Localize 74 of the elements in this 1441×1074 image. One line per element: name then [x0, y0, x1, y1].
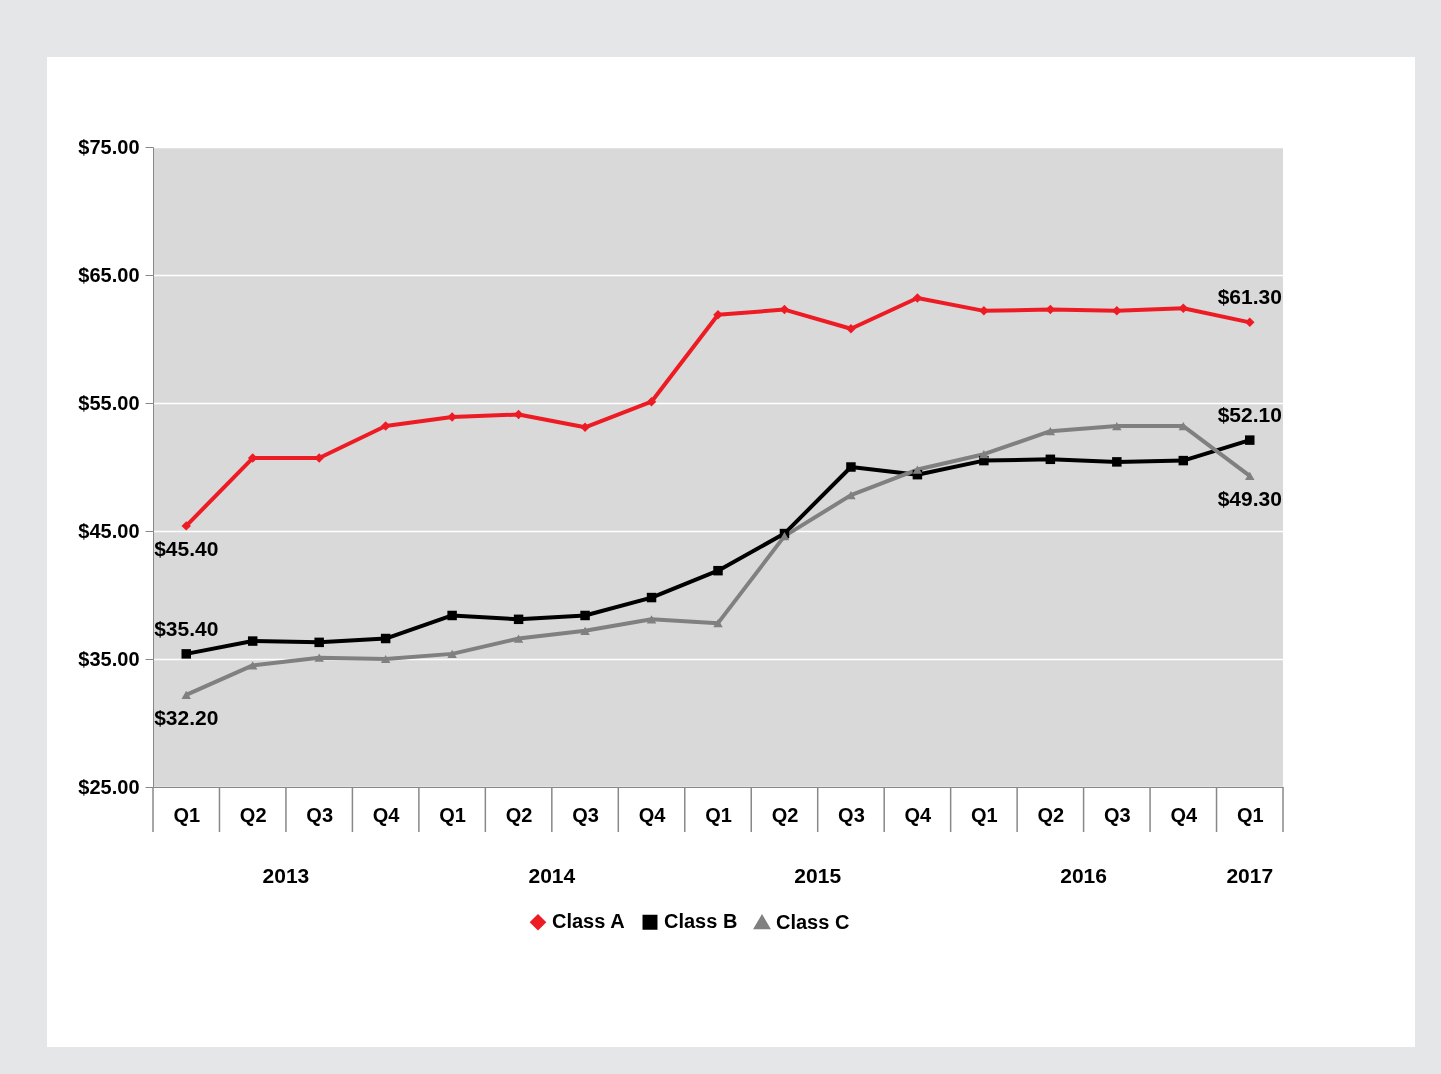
point — [846, 462, 856, 472]
x-tick-label: Q3 — [572, 803, 599, 826]
data-label: $49.30 — [1217, 486, 1282, 510]
x-tick-label: Q1 — [1236, 803, 1264, 826]
point — [314, 637, 324, 648]
x-tick-label: Q4 — [638, 803, 667, 826]
x-tick-label: Q2 — [1037, 803, 1065, 826]
point — [580, 626, 590, 635]
x-tick-label: Q3 — [1103, 803, 1131, 826]
x-tick-label: Q1 — [173, 803, 201, 826]
y-tick-label: $55.00 — [78, 391, 140, 414]
point — [1045, 427, 1056, 436]
text: 2015 — [794, 864, 842, 887]
point — [580, 610, 590, 621]
point — [846, 324, 856, 334]
data-label: $61.30 — [1217, 285, 1282, 309]
point — [513, 614, 524, 625]
legend-label: Class A — [552, 910, 625, 933]
x-tick-label: Q4 — [904, 803, 933, 826]
x-tick-label: Q1 — [439, 803, 466, 826]
point — [380, 421, 391, 431]
point — [580, 422, 590, 433]
point — [1245, 435, 1255, 445]
point — [779, 532, 790, 541]
data-label: $52.10 — [1217, 403, 1282, 427]
point — [380, 633, 391, 644]
point — [447, 649, 457, 658]
point — [646, 592, 657, 603]
point — [447, 610, 457, 621]
point — [314, 653, 324, 662]
legend-label: Class C — [776, 910, 850, 933]
text: 2014 — [528, 864, 576, 887]
point — [1112, 421, 1122, 431]
x-tick-label: Q3 — [838, 803, 865, 826]
point — [181, 649, 191, 659]
x-tick-label: Q2 — [239, 803, 267, 826]
x-tick-label: Q2 — [771, 803, 799, 826]
point — [181, 690, 191, 699]
point — [713, 309, 723, 320]
y-tick-label: $25.00 — [78, 775, 140, 798]
point — [912, 465, 923, 474]
point — [1245, 317, 1255, 328]
y-tick-label: $65.00 — [78, 263, 140, 286]
point — [846, 491, 856, 500]
x-tick-label: Q1 — [705, 803, 732, 826]
x-tick-label: Q4 — [372, 803, 401, 826]
text: 2016 — [1060, 864, 1107, 887]
x-tick-label: Q3 — [306, 803, 334, 826]
y-tick-label: $75.00 — [78, 135, 140, 158]
x-tick-label: Q4 — [1170, 803, 1199, 826]
point — [646, 615, 657, 624]
data-label: $35.40 — [154, 616, 219, 640]
point — [513, 634, 524, 643]
x-tick-label: Q2 — [505, 803, 533, 826]
point — [713, 619, 723, 628]
y-tick-label: $35.00 — [78, 647, 140, 670]
text: 2017 — [1226, 864, 1274, 887]
point — [181, 521, 191, 531]
x-tick-label: Q1 — [971, 803, 998, 826]
point — [380, 654, 391, 664]
point — [646, 396, 657, 407]
point — [1045, 454, 1056, 465]
text: 2013 — [262, 864, 310, 887]
data-label: $32.20 — [154, 705, 219, 729]
point — [1245, 471, 1255, 481]
point — [713, 565, 723, 576]
point — [1178, 455, 1189, 466]
legend-label: Class B — [664, 910, 738, 933]
y-tick-label: $45.00 — [78, 519, 140, 542]
point — [979, 450, 989, 459]
point — [247, 661, 258, 670]
point — [1112, 457, 1122, 467]
point — [247, 636, 258, 646]
data-label: $45.40 — [154, 536, 219, 560]
